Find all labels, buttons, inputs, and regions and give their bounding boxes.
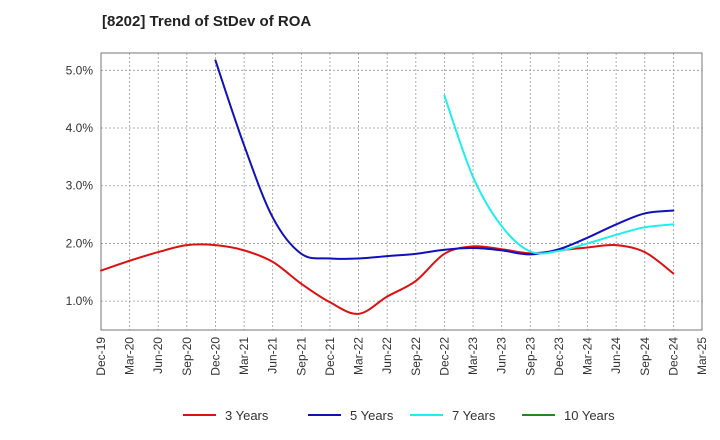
x-tick-label: Sep-22 [409, 337, 423, 376]
y-tick-label: 5.0% [66, 63, 94, 77]
legend-label: 3 Years [225, 408, 269, 423]
x-tick-label: Dec-22 [437, 337, 451, 376]
x-tick-label: Mar-24 [581, 337, 595, 375]
y-tick-label: 1.0% [66, 294, 94, 308]
x-tick-label: Dec-21 [323, 337, 337, 376]
legend-label: 5 Years [350, 408, 394, 423]
x-tick-label: Jun-24 [609, 337, 623, 374]
x-tick-label: Mar-25 [695, 337, 709, 375]
x-tick-label: Sep-24 [638, 337, 652, 376]
x-tick-label: Sep-21 [294, 337, 308, 376]
legend-label: 10 Years [564, 408, 615, 423]
y-tick-label: 4.0% [66, 121, 94, 135]
legend-label: 7 Years [452, 408, 496, 423]
x-tick-label: Sep-23 [523, 337, 537, 376]
y-tick-label: 2.0% [66, 236, 94, 250]
x-tick-label: Jun-21 [266, 337, 280, 374]
x-tick-label: Mar-21 [237, 337, 251, 375]
series-line-3-years [100, 243, 675, 315]
x-tick-label: Jun-22 [380, 337, 394, 374]
x-tick-label: Dec-23 [552, 337, 566, 376]
series-line-5-years [214, 59, 675, 260]
chart-title: [8202] Trend of StDev of ROA [102, 13, 312, 30]
series-line-7-years [443, 94, 675, 255]
x-tick-label: Jun-23 [495, 337, 509, 374]
x-tick-label: Mar-22 [352, 337, 366, 375]
x-tick-label: Dec-20 [208, 337, 222, 376]
x-tick-label: Sep-20 [180, 337, 194, 376]
x-tick-label: Dec-24 [666, 337, 680, 376]
plot-area [101, 53, 702, 330]
x-tick-label: Dec-19 [94, 337, 108, 376]
plot-frame [100, 52, 703, 331]
y-tick-label: 3.0% [66, 179, 94, 193]
x-tick-label: Jun-20 [151, 337, 165, 374]
x-tick-label: Mar-23 [466, 337, 480, 375]
x-tick-label: Mar-20 [123, 337, 137, 375]
